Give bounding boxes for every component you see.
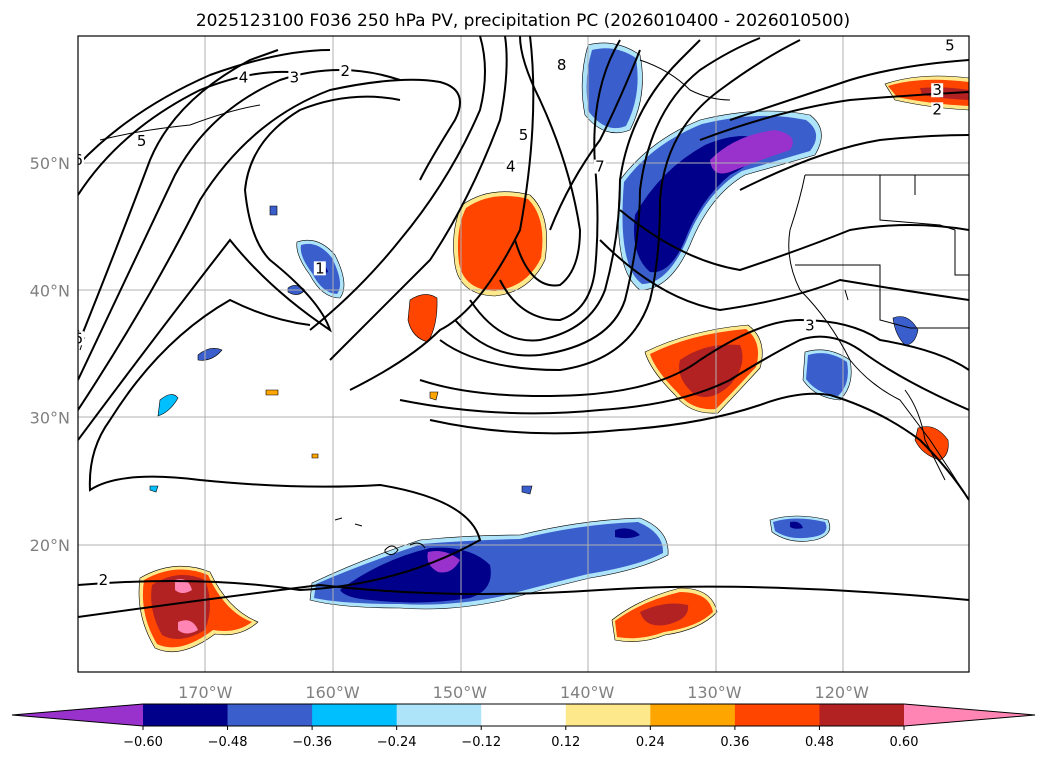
contour-label-bg xyxy=(78,153,84,168)
contour-label-bg xyxy=(931,83,944,98)
contour-label: 5 xyxy=(945,37,955,55)
contour-label-bg xyxy=(339,64,352,79)
colorbar-label: 0.24 xyxy=(636,735,665,750)
colorbar: −0.60 −0.48 −0.36 −0.24 −0.12 0.12 0.24 0.36 0.4… xyxy=(11,703,1036,750)
contour-label: 6 xyxy=(73,151,83,169)
contour-label-bg xyxy=(78,331,84,346)
colorbar-segment xyxy=(734,704,820,726)
colorbar-extend-low xyxy=(12,704,143,726)
contour-label-bg xyxy=(135,134,148,149)
colorbar-segment xyxy=(312,704,398,726)
contour-label-bg xyxy=(504,159,517,174)
contour-label-bg xyxy=(593,159,606,174)
longitude-label: 120°W xyxy=(815,683,870,702)
map-frame xyxy=(77,35,970,673)
contour-label-bg xyxy=(97,572,110,587)
contour-label-bg xyxy=(517,127,530,142)
contour-label: 1 xyxy=(315,259,325,277)
longitude-label: 170°W xyxy=(178,683,233,702)
contour-label: 2 xyxy=(932,100,942,118)
contour-label: 7 xyxy=(595,158,605,176)
contour-label-bg xyxy=(803,318,816,333)
colorbar-label: −0.12 xyxy=(461,735,501,750)
contour-label: 5 xyxy=(137,132,147,150)
contour-label: 6 xyxy=(73,329,83,347)
latitude-labels: 50°N 40°N 30°N 20°N xyxy=(30,154,70,555)
longitude-label: 160°W xyxy=(305,683,360,702)
contour-label: 3 xyxy=(290,69,300,87)
contour-label-bg xyxy=(555,57,568,72)
colorbar-segment xyxy=(396,704,482,726)
contour-label-bg xyxy=(931,102,944,117)
colorbar-label: −0.36 xyxy=(292,735,332,750)
contour-label: 2 xyxy=(341,62,351,80)
colorbar-extend-high xyxy=(904,704,1035,726)
latitude-label: 40°N xyxy=(30,281,70,300)
longitude-label: 130°W xyxy=(687,683,742,702)
colorbar-segment xyxy=(819,704,905,726)
contour-label: 5 xyxy=(519,126,529,144)
latitude-label: 30°N xyxy=(30,409,70,428)
contour-label: 8 xyxy=(557,56,567,74)
contour-label-bg xyxy=(943,38,956,53)
contour-label: 3 xyxy=(932,81,942,99)
precipitation-shading xyxy=(138,42,969,653)
colorbar-segment xyxy=(227,704,313,726)
graticule xyxy=(78,36,969,672)
colorbar-segment xyxy=(143,704,229,726)
contour-label: 3 xyxy=(805,317,815,335)
colorbar-label: −0.60 xyxy=(123,735,163,750)
colorbar-label: −0.48 xyxy=(208,735,248,750)
longitude-label: 150°W xyxy=(433,683,488,702)
latitude-label: 50°N xyxy=(30,154,70,173)
colorbar-label: 0.60 xyxy=(890,735,919,750)
colorbar-segment xyxy=(565,704,651,726)
colorbar-segment xyxy=(481,704,567,726)
contour-label: 2 xyxy=(99,571,109,589)
colorbar-label: 0.36 xyxy=(720,735,749,750)
colorbar-label: −0.24 xyxy=(377,735,417,750)
latitude-label: 20°N xyxy=(30,536,70,555)
longitude-label: 140°W xyxy=(560,683,615,702)
contour-label-bg xyxy=(313,261,326,276)
contour-label: 4 xyxy=(239,69,249,87)
contour-label: 4 xyxy=(506,158,516,176)
contour-label-bg xyxy=(288,70,301,85)
map-title: 2025123100 F036 250 hPa PV, precipitatio… xyxy=(196,11,850,31)
colorbar-segment xyxy=(650,704,736,726)
longitude-labels: 170°W 160°W 150°W 140°W 130°W 120°W xyxy=(178,683,869,702)
contour-label-bg xyxy=(237,70,250,85)
pv-contours xyxy=(78,36,969,618)
colorbar-label: 0.48 xyxy=(805,735,834,750)
colorbar-label: 0.12 xyxy=(551,735,580,750)
